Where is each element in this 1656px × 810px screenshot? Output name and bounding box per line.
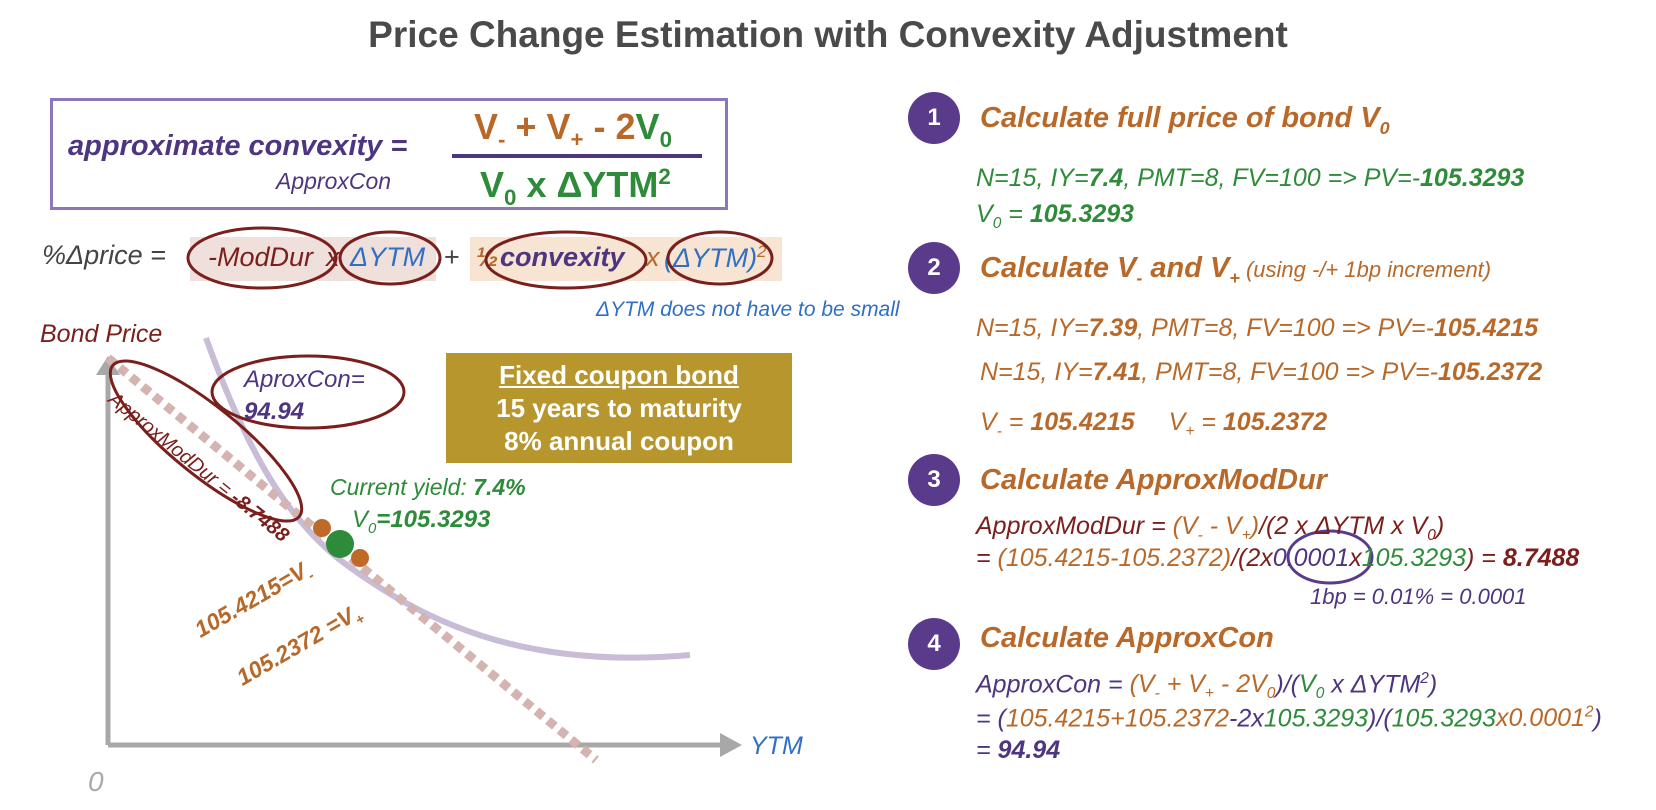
step-4-badge: 4	[908, 618, 960, 670]
origin-label: 0	[88, 766, 104, 797]
formula-numerator: V- + V+ - 2V0	[474, 106, 672, 153]
bp-circle	[1286, 529, 1374, 585]
convexity-ellipse	[484, 230, 648, 290]
dytm2-ellipse	[666, 230, 774, 286]
step-1-line-2: V0 = 105.3293	[976, 200, 1135, 232]
price-eq-moddur: -ModDur	[208, 242, 314, 272]
bp-note: 1bp = 0.01% = 0.0001	[1310, 584, 1527, 609]
convexity-formula-box	[50, 98, 728, 210]
vminus-point	[313, 519, 331, 537]
dytm-note: ΔYTM does not have to be small	[596, 298, 900, 321]
step-2-badge: 2	[908, 242, 960, 294]
price-yield-curve	[203, 336, 691, 661]
step-4-title: Calculate ApproxCon	[980, 622, 1274, 654]
page-title: Price Change Estimation with Convexity A…	[368, 14, 1288, 55]
current-yield-label: Current yield: 7.4%	[330, 474, 526, 500]
x-axis-label: YTM	[750, 732, 803, 760]
fraction-bar	[452, 154, 702, 158]
price-eq-x1: x	[326, 242, 340, 272]
formula-lhs: approximate convexity =	[68, 130, 408, 162]
step-4-formula: ApproxCon = (V- + V+ - 2V0)/(V0 x ΔYTM2)	[976, 670, 1438, 703]
vplus-point	[351, 549, 369, 567]
price-eq-convexity: convexity	[500, 242, 625, 272]
step-2-values: V- = 105.4215 V+ = 105.2372	[980, 408, 1328, 440]
moddur-highlight	[190, 237, 436, 281]
price-eq-plus: +	[444, 242, 460, 272]
approxcon-value: 94.94	[244, 398, 305, 425]
info-line-3: 8% annual coupon	[504, 426, 734, 456]
step-1-badge: 1	[908, 92, 960, 144]
step-4-calc: = (105.4215+105.2372-2x105.3293)/(105.32…	[976, 704, 1602, 733]
info-line-1: Fixed coupon bond	[499, 360, 739, 390]
formula-denominator: V0 x ΔYTM2	[480, 164, 671, 211]
step-3-title: Calculate ApproxModDur	[980, 464, 1327, 496]
approxcon-label: AproxCon=	[244, 366, 365, 393]
step-1-title: Calculate full price of bond V0	[980, 102, 1390, 138]
price-eq-x2: x	[646, 242, 660, 272]
convexity-highlight	[470, 237, 782, 281]
step-3-calc: = (105.4215-105.2372)/(2x0.0001x105.3293…	[976, 544, 1580, 572]
y-axis-arrow	[96, 356, 120, 375]
x-axis-arrow	[720, 733, 742, 757]
step-2-line-2: N=15, IY=7.41, PMT=8, FV=100 => PV=-105.…	[980, 358, 1543, 386]
step-2-title: Calculate V- and V+ (using -/+ 1bp incre…	[980, 252, 1492, 288]
step-3-formula: ApproxModDur = (V- - V+)/(2 x ΔYTM x V0)	[976, 512, 1445, 544]
step-2-line-1: N=15, IY=7.39, PMT=8, FV=100 => PV=-105.…	[976, 314, 1539, 342]
step-1-line-1: N=15, IY=7.4, PMT=8, FV=100 => PV=-105.3…	[976, 164, 1525, 192]
approxcon-ellipse	[210, 354, 406, 430]
price-eq-lhs: %Δprice =	[42, 240, 166, 270]
step-4-result: = 94.94	[976, 736, 1061, 764]
tangent-ellipse	[108, 359, 304, 523]
dytm1-ellipse	[338, 230, 442, 286]
info-line-2: 15 years to maturity	[496, 393, 742, 423]
moddur-ellipse	[186, 226, 338, 290]
v0-label: V0=105.3293	[352, 506, 491, 537]
formula-lhs-sub: ApproxCon	[276, 168, 392, 194]
v0-point	[326, 530, 354, 558]
price-eq-dytm2: (ΔYTM)2	[664, 242, 767, 273]
y-axis-label: Bond Price	[40, 320, 163, 348]
step-3-badge: 3	[908, 454, 960, 506]
bond-info-box: Fixed coupon bond 15 years to maturity 8…	[446, 353, 792, 463]
price-eq-dytm1: ΔYTM	[350, 242, 426, 272]
